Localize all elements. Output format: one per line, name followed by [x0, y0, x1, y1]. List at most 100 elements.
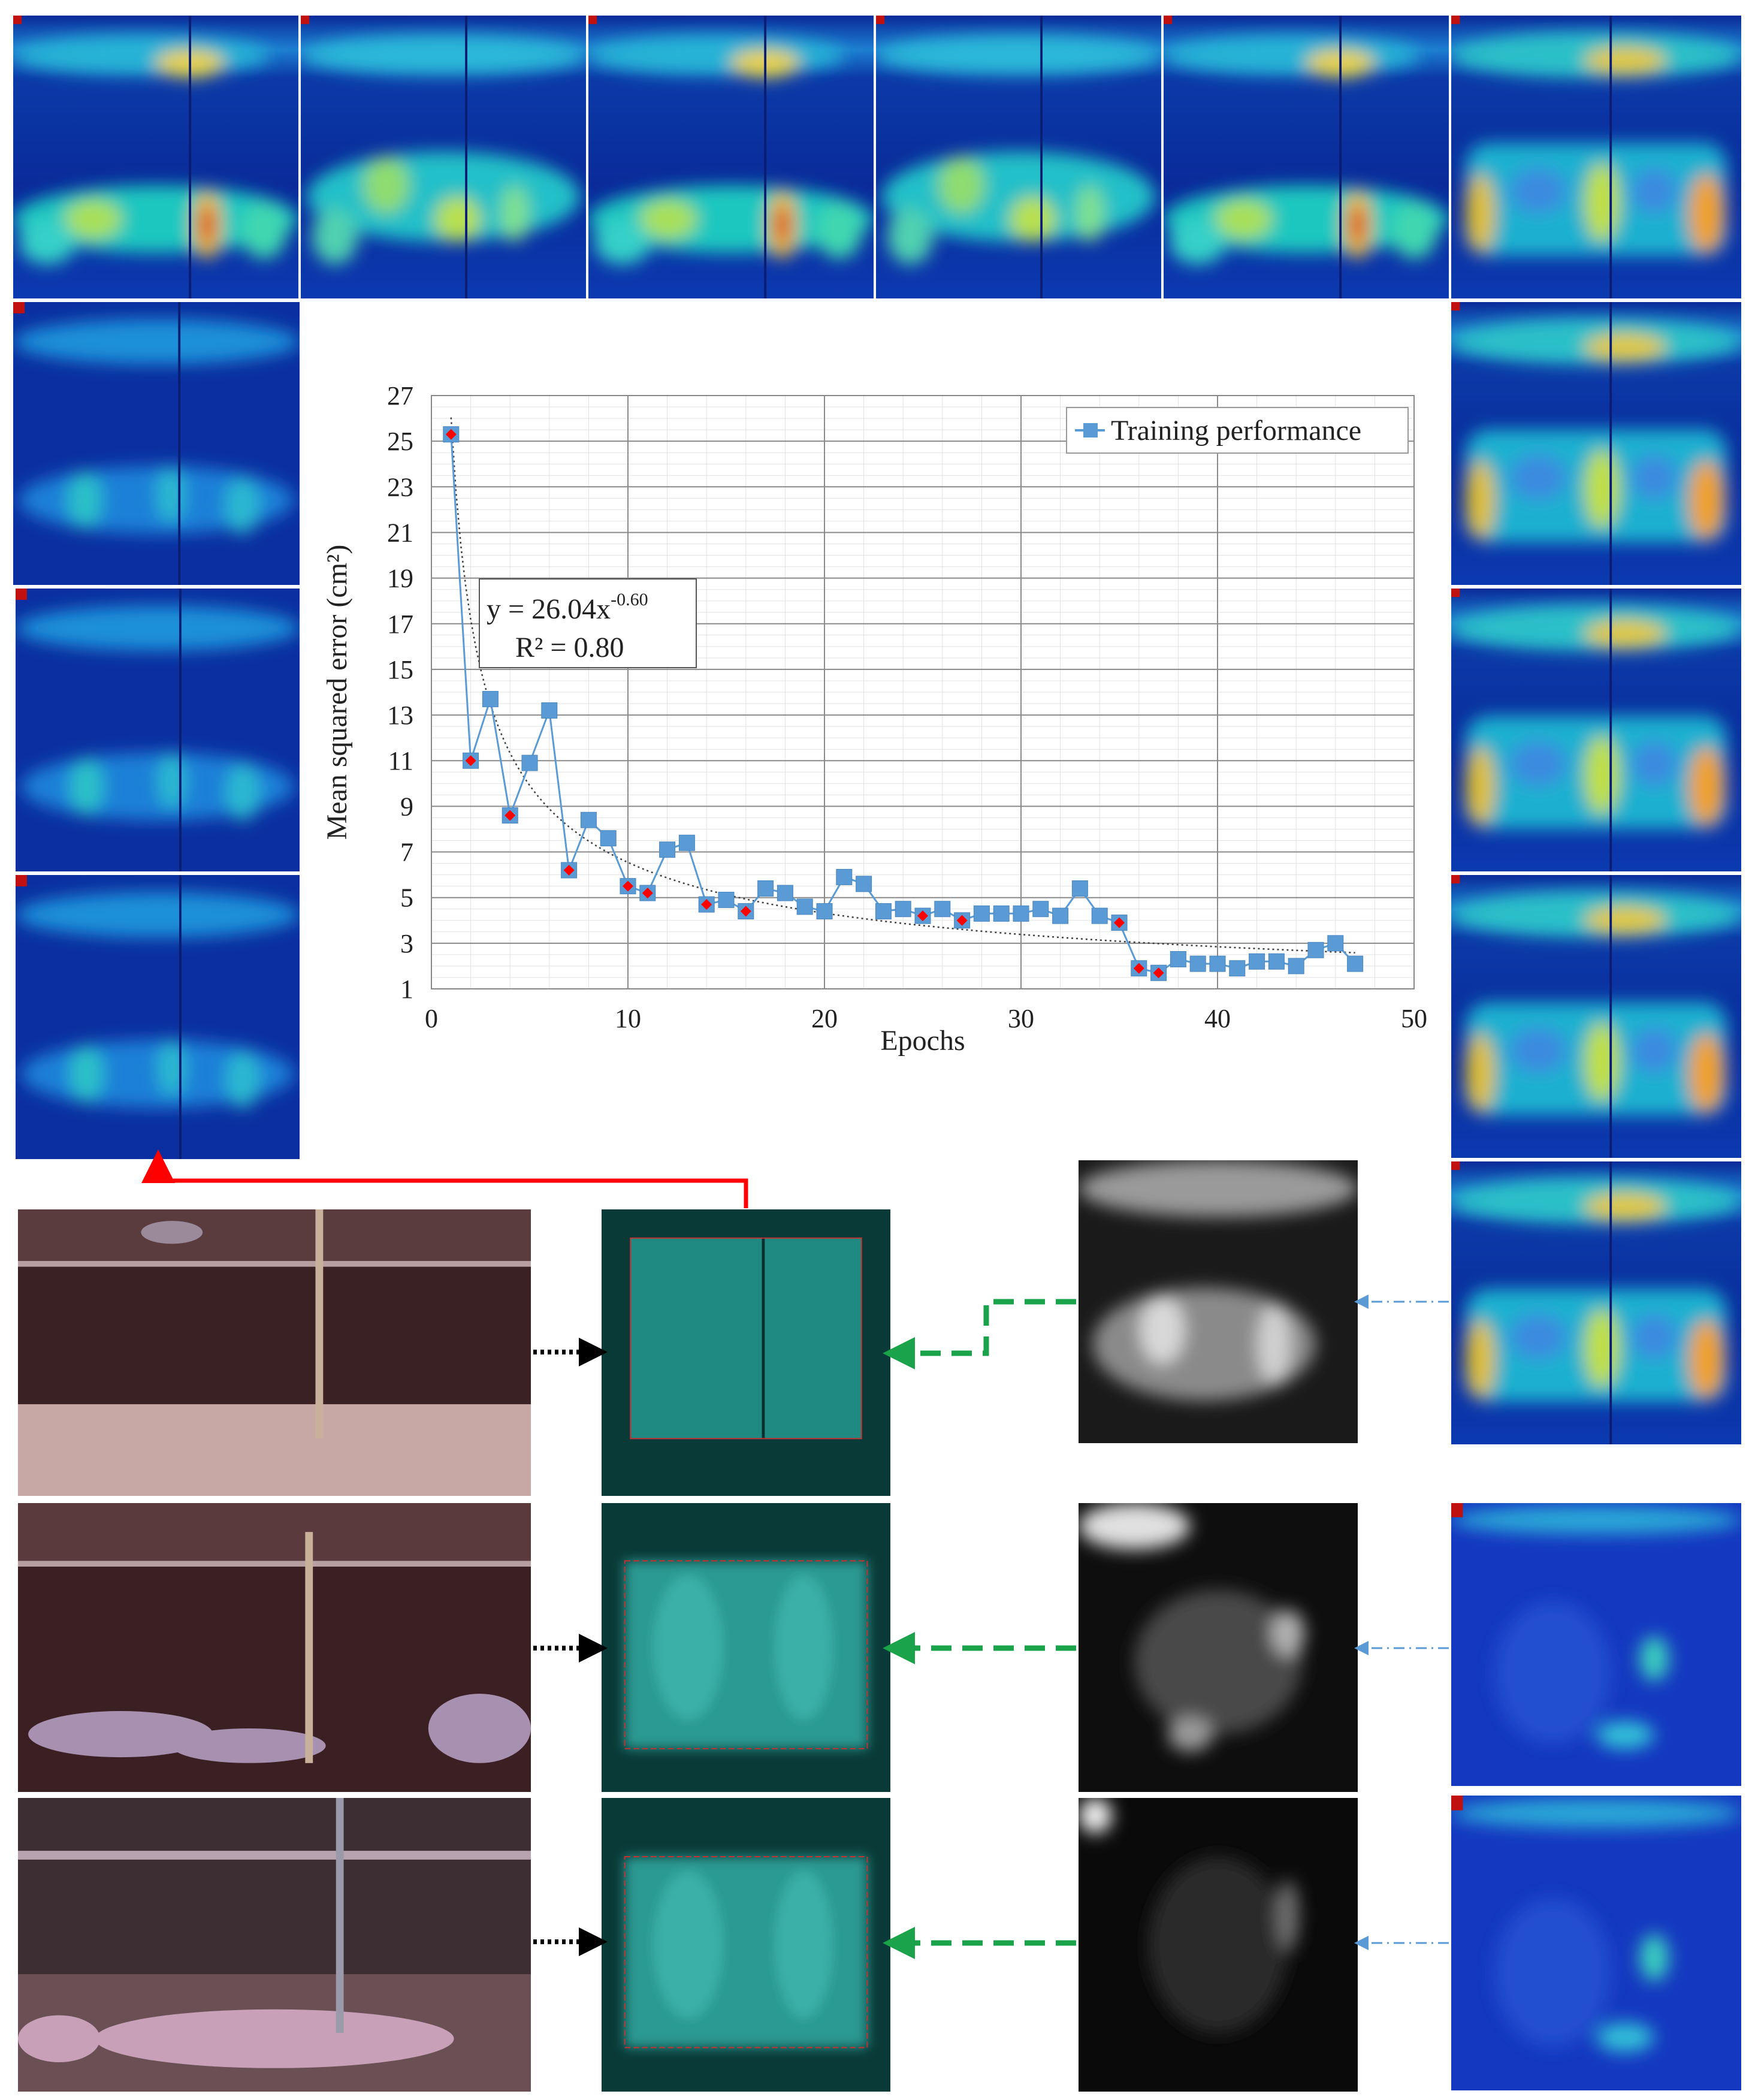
data-point [993, 905, 1010, 922]
photo-row-3 [18, 1798, 531, 2092]
processed-row-2 [602, 1503, 890, 1792]
y-tick-label: 1 [400, 974, 413, 1004]
legend-marker [1083, 423, 1098, 437]
highlight-point [1114, 917, 1125, 928]
equation-text: y = 26.04x [487, 593, 611, 625]
heatmap-image [301, 16, 586, 298]
x-axis-label: Epochs [880, 1025, 965, 1057]
equation-exponent: -0.60 [611, 590, 648, 610]
trendline-equation: y = 26.04x-0.60 R² = 0.80 [479, 578, 697, 668]
data-point [1307, 942, 1324, 958]
data-point [875, 903, 892, 920]
highlight-point [740, 906, 751, 917]
photo-image [18, 1798, 531, 2092]
data-point [659, 841, 676, 858]
y-tick-label: 15 [387, 655, 413, 684]
data-point [1189, 955, 1206, 972]
heatmap-image [16, 875, 300, 1159]
heatmap-right-4 [1451, 1161, 1741, 1444]
heatmap-right-5 [1451, 1503, 1741, 1786]
heatmap-image [1451, 302, 1741, 585]
heatmap-image [1451, 1796, 1741, 2090]
data-point [895, 901, 911, 918]
data-point [1288, 958, 1304, 974]
svg-text:y = 26.04x-0.60: y = 26.04x-0.60 [487, 590, 648, 625]
grayscale-row-1 [1079, 1160, 1358, 1443]
highlight-point [563, 865, 575, 876]
processed-image [602, 1209, 890, 1496]
processed-image [602, 1503, 890, 1792]
y-tick-label: 25 [387, 427, 413, 456]
heatmap-image [1451, 16, 1741, 298]
heatmap-image [1164, 16, 1449, 298]
data-point [856, 876, 872, 892]
x-tick-label: 40 [1204, 1004, 1231, 1033]
heatmap-image [588, 16, 874, 298]
data-point [1091, 907, 1108, 924]
green-dashed-arrow-1 [883, 1299, 1076, 1369]
x-tick-labels: 0 10 20 30 40 50 [425, 1004, 1427, 1033]
grayscale-image [1079, 1160, 1358, 1443]
heatmap-left-2 [16, 589, 300, 871]
y-axis-label: Mean squared error (cm²) [321, 545, 353, 840]
y-tick-label: 9 [400, 792, 413, 821]
x-tick-label: 10 [615, 1004, 641, 1033]
r2-text: R² = 0.80 [515, 632, 624, 663]
photo-row-2 [18, 1503, 531, 1792]
highlight-point [956, 915, 968, 926]
x-tick-label: 50 [1401, 1004, 1427, 1033]
heatmap-image [1451, 1161, 1741, 1444]
grayscale-row-3 [1079, 1798, 1358, 2092]
y-tick-label: 5 [400, 883, 413, 913]
data-point [1170, 951, 1186, 967]
plot-area-border [431, 395, 1415, 989]
data-point [934, 901, 951, 918]
heatmap-image [1451, 589, 1741, 871]
data-point [678, 834, 695, 851]
heatmap-right-3 [1451, 875, 1741, 1158]
y-tick-label: 13 [387, 701, 413, 730]
data-point [757, 880, 774, 897]
grayscale-image [1079, 1503, 1358, 1792]
red-arrow [141, 1149, 748, 1208]
grayscale-image [1079, 1798, 1358, 2092]
data-point [1268, 953, 1285, 970]
data-point [816, 903, 833, 920]
legend: Training performance [1066, 407, 1409, 454]
x-tick-label: 30 [1008, 1004, 1034, 1033]
highlight-point [623, 880, 633, 892]
photo-row-1 [18, 1209, 531, 1496]
heatmap-image [1451, 875, 1741, 1158]
highlight-point [505, 810, 516, 821]
legend-box [1066, 407, 1409, 454]
highlight-point [701, 899, 712, 910]
data-point [1052, 907, 1069, 924]
heatmap-left-1 [13, 302, 300, 585]
data-point [836, 868, 853, 885]
heatmap-left-3 [16, 875, 300, 1159]
heatmap-right-1 [1451, 302, 1741, 585]
data-point [777, 885, 793, 901]
legend-label: Training performance [1111, 415, 1361, 446]
photo-image [18, 1503, 531, 1792]
heatmap-top-3 [588, 16, 874, 298]
heatmap-top-2 [301, 16, 586, 298]
heatmap-right-6 [1451, 1796, 1741, 2090]
x-tick-label: 20 [811, 1004, 838, 1033]
highlight-point [917, 910, 928, 922]
y-tick-label: 3 [400, 929, 413, 958]
processed-image [602, 1798, 890, 2092]
y-tick-label: 11 [388, 746, 413, 776]
heatmap-image [16, 589, 300, 871]
highlight-point [1153, 967, 1164, 979]
data-point [1229, 960, 1246, 977]
heatmap-image [13, 16, 298, 298]
data-point [796, 898, 813, 915]
processed-row-1 [602, 1209, 890, 1496]
y-tick-label: 27 [387, 381, 413, 411]
data-point [600, 830, 617, 847]
data-point [1013, 905, 1029, 922]
photo-image [18, 1209, 531, 1496]
